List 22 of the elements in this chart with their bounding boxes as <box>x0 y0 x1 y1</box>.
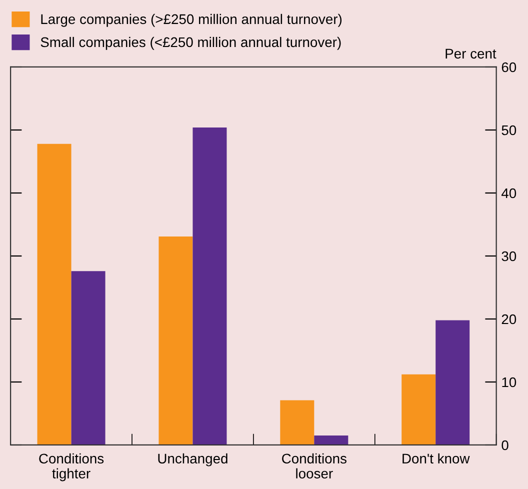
bar <box>402 374 436 445</box>
bar <box>192 127 227 445</box>
x-tick-label: Conditions looser <box>282 453 346 478</box>
bar <box>436 320 470 445</box>
y-tick-label: 30 <box>502 251 516 262</box>
legend-label: Large companies (>£250 million annual turnover) <box>41 14 342 27</box>
bar <box>314 436 348 445</box>
x-tick-label: Unchanged <box>158 453 228 466</box>
legend-label: Small companies (<£250 million annual turnover) <box>40 36 341 50</box>
bar <box>37 144 72 445</box>
y-tick-label: 10 <box>502 377 516 388</box>
y-tick-label: 20 <box>502 314 516 324</box>
bar <box>280 400 314 445</box>
y-tick-label: 50 <box>502 125 516 136</box>
y-tick-label: 40 <box>502 188 516 198</box>
bar <box>71 271 106 445</box>
y-axis-title: Per cent <box>446 48 496 59</box>
bar <box>158 236 193 445</box>
y-tick-label: 60 <box>502 62 516 72</box>
x-tick-label: Don't know <box>402 453 470 464</box>
y-tick-label: 0 <box>502 440 508 450</box>
x-tick-label: Conditions tighter <box>39 453 104 482</box>
